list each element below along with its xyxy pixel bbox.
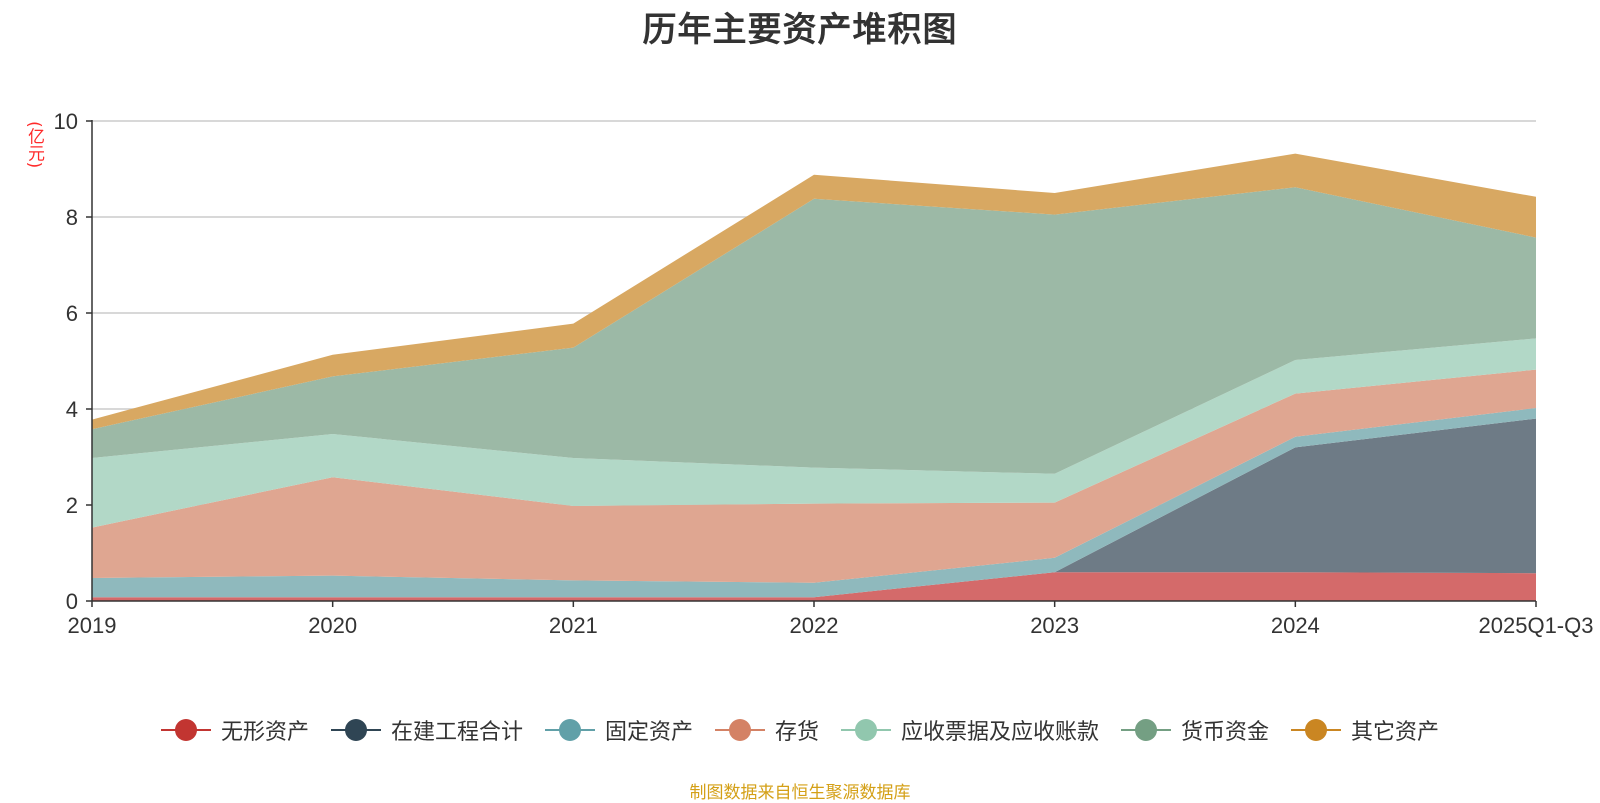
legend-item-2[interactable]: 固定资产 [544,714,693,746]
source-note: 制图数据来自恒生聚源数据库 [689,783,911,803]
legend-marker-icon [544,718,595,742]
stacked-area-chart: 0 2 4 6 8 10 2019 2020 2021 2022 2023 2024 2025Q1-Q3 [54,109,1594,638]
area-series-2 [92,408,1536,598]
area-series [92,153,1536,601]
y-tick-label-0: 0 [66,589,78,614]
area-series-1 [92,418,1536,598]
area-series-5 [92,187,1536,474]
legend-marker-icon [1291,718,1342,742]
legend-marker-icon [330,718,381,742]
legend-label: 在建工程合计 [390,720,523,745]
y-tick-label-8: 8 [66,205,78,230]
legend-item-4[interactable]: 应收票据及应收账款 [841,714,1099,746]
legend-marker-icon [714,718,765,742]
legend-marker-icon [1121,718,1172,742]
legend-label: 固定资产 [604,720,693,745]
legend-label: 其它资产 [1351,720,1440,745]
y-tick-label-6: 6 [66,301,78,326]
x-tick-label-6: 2025Q1-Q3 [1479,613,1594,638]
legend-item-1[interactable]: 在建工程合计 [330,714,523,746]
legend-marker-icon [841,718,891,742]
x-tick-label-2: 2021 [549,613,598,638]
legend-item-3[interactable]: 存货 [714,714,819,746]
x-tick-label-0: 2019 [68,613,117,638]
chart-title: 历年主要资产堆积图 [642,10,958,50]
x-tick-label-4: 2023 [1030,613,1079,638]
area-series-0 [92,572,1536,601]
y-tick-label-10: 10 [54,109,78,134]
legend-item-0[interactable]: 无形资产 [160,714,309,746]
y-axis-unit-label: (亿元) [24,121,44,169]
y-tick-label-4: 4 [66,397,78,422]
x-tick-label-5: 2024 [1271,613,1320,638]
x-tick-label-3: 2022 [790,613,839,638]
area-series-4 [92,338,1536,528]
legend-item-5[interactable]: 货币资金 [1121,714,1269,746]
y-tick-label-2: 2 [66,493,78,518]
legend-label: 无形资产 [220,720,309,745]
legend-label: 应收票据及应收账款 [901,720,1100,745]
axes: 0 2 4 6 8 10 2019 2020 2021 2022 2023 2024 2025Q1-Q3 [54,109,1594,638]
area-series-3 [92,369,1536,583]
legend-label: 存货 [774,720,819,745]
x-tick-label-1: 2020 [308,613,357,638]
legend: 无形资产 在建工程合计 固定资产 存货 应收票据及应收账款 货币资金 其它资产 [0,714,1600,746]
legend-marker-icon [160,718,211,742]
legend-label: 货币资金 [1181,720,1270,745]
legend-item-6[interactable]: 其它资产 [1291,714,1439,746]
area-series-6 [92,153,1536,430]
